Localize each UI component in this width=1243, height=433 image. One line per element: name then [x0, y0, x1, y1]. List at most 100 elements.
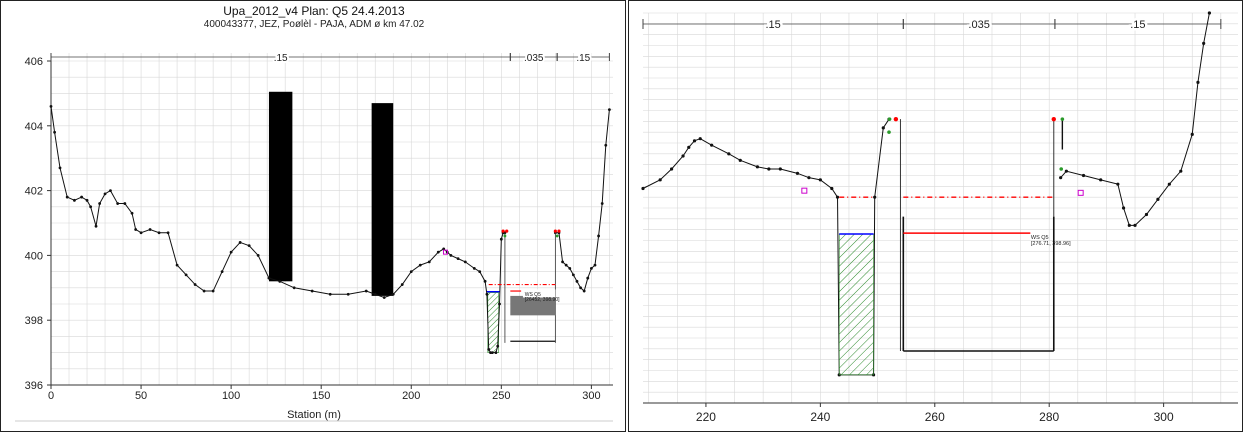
ground-point [310, 289, 314, 293]
y-tick-label: 396 [25, 380, 43, 392]
ground-point [710, 143, 714, 147]
ws-label: WS Q5 [525, 292, 541, 298]
ground-point [373, 292, 377, 296]
ground-point [139, 231, 143, 235]
ground-point [166, 231, 170, 235]
ground-point [498, 302, 501, 306]
y-tick-label: 402 [25, 186, 43, 198]
ground-point [211, 289, 215, 293]
ground-point [267, 276, 271, 280]
ground-point [1059, 176, 1063, 180]
ground-line-right [555, 109, 610, 292]
manning-n-label: .035 [524, 53, 544, 64]
ground-point [449, 254, 453, 257]
ground-point [409, 270, 413, 273]
marker-red [1051, 116, 1056, 122]
ground-point [436, 250, 440, 254]
ground-point [795, 171, 800, 175]
ground-point [184, 273, 188, 277]
ground-point [109, 189, 112, 193]
ground-point [130, 211, 134, 215]
ws-label-sub: [26452, 398.90] [525, 297, 560, 303]
ground-point [499, 237, 503, 241]
ground-point [727, 152, 731, 156]
pier [371, 103, 394, 296]
x-tick-label: 300 [582, 390, 600, 402]
ground-point [98, 202, 102, 205]
y-tick-label: 406 [25, 56, 43, 68]
ground-point [579, 286, 582, 290]
ground-point [1207, 11, 1211, 15]
ground-point [103, 192, 107, 196]
ground-point [593, 263, 597, 267]
ground-point [175, 263, 179, 267]
ground-point [607, 108, 611, 111]
x-tick-label: 50 [135, 390, 147, 402]
pier [268, 91, 293, 282]
x-tick-label: 250 [492, 390, 510, 402]
ws-label-bg [522, 289, 556, 298]
x-tick-label: 280 [1039, 410, 1059, 424]
ground-point [472, 266, 476, 270]
manning-n-label: .15 [766, 19, 781, 31]
ground-point [641, 186, 645, 191]
manning-n-label: .15 [1130, 19, 1145, 31]
ground-point [835, 195, 840, 199]
ground-point [364, 289, 368, 293]
ground-point [571, 273, 575, 277]
left-chart-panel: Upa_2012_v4 Plan: Q5 24.4.2013 400043377… [0, 0, 626, 432]
ws-label-sub: [276.71, 398.96] [1031, 241, 1071, 247]
marker-red [505, 229, 509, 233]
ground-point [134, 228, 138, 231]
marker-green [887, 130, 891, 134]
right-chart-svg: 220 240 260 280 300 .15 .035 .15 WS Q5[276.71, 3… [641, 11, 1238, 424]
ground-point [881, 126, 885, 130]
ground-point [658, 178, 662, 182]
ground-point [490, 351, 494, 354]
ground-point [85, 198, 89, 202]
ground-point [1121, 206, 1126, 210]
ground-point [1133, 223, 1137, 227]
marker-red [501, 229, 505, 233]
ground-point [391, 292, 395, 296]
x-axis-label: Station (m) [287, 409, 341, 421]
ground-point [1081, 173, 1086, 178]
marker-green [503, 234, 507, 238]
marker-green [555, 234, 559, 238]
manning-n-label: .15 [576, 53, 590, 64]
ground-point [442, 247, 446, 251]
y-tick-label: 400 [25, 250, 43, 262]
ground-point [600, 202, 604, 205]
marker-red [553, 229, 557, 233]
ground-point [687, 145, 691, 149]
ground-point [427, 260, 431, 264]
ground-point [1156, 197, 1160, 201]
ground-point [94, 224, 98, 228]
ground-point [1167, 182, 1171, 186]
ground-point [1196, 80, 1200, 84]
ground-point [1064, 169, 1068, 173]
ground-point [575, 279, 579, 283]
marker-red [557, 229, 561, 233]
ground-point [220, 270, 224, 273]
x-tick-label: 240 [810, 410, 830, 424]
hatched-area [838, 233, 874, 376]
y-tick-label: 398 [25, 315, 43, 327]
ground-point [53, 130, 57, 134]
marker-magenta [801, 187, 808, 194]
ground-point [229, 250, 233, 254]
ground-point [346, 292, 350, 296]
ground-point [698, 137, 702, 141]
ground-point [89, 205, 93, 209]
ground-point [65, 195, 69, 199]
ground-point [382, 296, 386, 299]
ground-point [807, 176, 811, 180]
ground-point [73, 198, 76, 202]
marker-red [893, 116, 899, 122]
x-tick-label: 220 [696, 410, 716, 424]
chart-subtitle: 400043377, JEZ, Poølèl - PAJA, ADM ø km … [203, 19, 425, 30]
ground-point [681, 154, 685, 158]
marker-green [1059, 167, 1064, 171]
ground-point [485, 292, 489, 296]
ground-point [568, 266, 572, 270]
